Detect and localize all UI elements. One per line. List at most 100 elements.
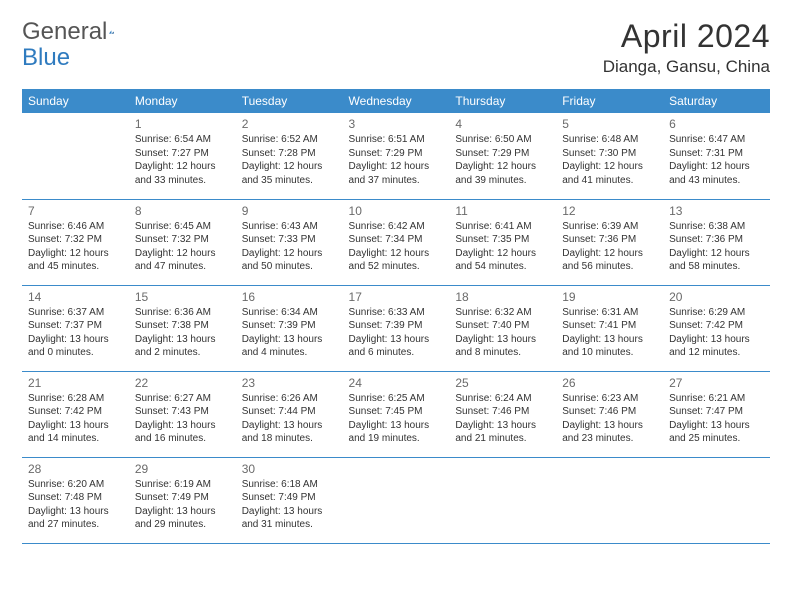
- day-number: 7: [28, 203, 123, 219]
- weekday-header: Sunday: [22, 89, 129, 113]
- daylight-text: Daylight: 13 hours and 21 minutes.: [455, 419, 550, 446]
- calendar-cell: 25Sunrise: 6:24 AMSunset: 7:46 PMDayligh…: [449, 371, 556, 457]
- day-number: 18: [455, 289, 550, 305]
- sunset-text: Sunset: 7:46 PM: [562, 405, 657, 419]
- daylight-text: Daylight: 12 hours and 50 minutes.: [242, 247, 337, 274]
- day-number: 26: [562, 375, 657, 391]
- sunset-text: Sunset: 7:40 PM: [455, 319, 550, 333]
- calendar-cell: 3Sunrise: 6:51 AMSunset: 7:29 PMDaylight…: [343, 113, 450, 199]
- sunrise-text: Sunrise: 6:32 AM: [455, 306, 550, 320]
- sunrise-text: Sunrise: 6:26 AM: [242, 392, 337, 406]
- daylight-text: Daylight: 12 hours and 37 minutes.: [349, 160, 444, 187]
- daylight-text: Daylight: 13 hours and 0 minutes.: [28, 333, 123, 360]
- calendar-week: 7Sunrise: 6:46 AMSunset: 7:32 PMDaylight…: [22, 199, 770, 285]
- sunrise-text: Sunrise: 6:24 AM: [455, 392, 550, 406]
- header: General April 2024 Dianga, Gansu, China: [22, 18, 770, 77]
- daylight-text: Daylight: 12 hours and 43 minutes.: [669, 160, 764, 187]
- daylight-text: Daylight: 13 hours and 14 minutes.: [28, 419, 123, 446]
- sunrise-text: Sunrise: 6:28 AM: [28, 392, 123, 406]
- sunrise-text: Sunrise: 6:20 AM: [28, 478, 123, 492]
- calendar-cell: [343, 457, 450, 543]
- sunrise-text: Sunrise: 6:38 AM: [669, 220, 764, 234]
- day-number: 30: [242, 461, 337, 477]
- sunset-text: Sunset: 7:36 PM: [562, 233, 657, 247]
- calendar-cell: 23Sunrise: 6:26 AMSunset: 7:44 PMDayligh…: [236, 371, 343, 457]
- weekday-header: Friday: [556, 89, 663, 113]
- daylight-text: Daylight: 13 hours and 4 minutes.: [242, 333, 337, 360]
- sunrise-text: Sunrise: 6:23 AM: [562, 392, 657, 406]
- day-number: 16: [242, 289, 337, 305]
- daylight-text: Daylight: 12 hours and 52 minutes.: [349, 247, 444, 274]
- sail-icon: [109, 23, 114, 41]
- day-number: 28: [28, 461, 123, 477]
- daylight-text: Daylight: 13 hours and 10 minutes.: [562, 333, 657, 360]
- day-number: 14: [28, 289, 123, 305]
- sunset-text: Sunset: 7:44 PM: [242, 405, 337, 419]
- logo-word2-wrap: Blue: [22, 44, 70, 72]
- calendar-week: 14Sunrise: 6:37 AMSunset: 7:37 PMDayligh…: [22, 285, 770, 371]
- sunrise-text: Sunrise: 6:34 AM: [242, 306, 337, 320]
- sunrise-text: Sunrise: 6:37 AM: [28, 306, 123, 320]
- day-number: 27: [669, 375, 764, 391]
- daylight-text: Daylight: 12 hours and 54 minutes.: [455, 247, 550, 274]
- calendar-cell: 16Sunrise: 6:34 AMSunset: 7:39 PMDayligh…: [236, 285, 343, 371]
- calendar-cell: 2Sunrise: 6:52 AMSunset: 7:28 PMDaylight…: [236, 113, 343, 199]
- daylight-text: Daylight: 13 hours and 12 minutes.: [669, 333, 764, 360]
- day-number: 20: [669, 289, 764, 305]
- daylight-text: Daylight: 13 hours and 23 minutes.: [562, 419, 657, 446]
- sunrise-text: Sunrise: 6:18 AM: [242, 478, 337, 492]
- daylight-text: Daylight: 12 hours and 58 minutes.: [669, 247, 764, 274]
- calendar-cell: 28Sunrise: 6:20 AMSunset: 7:48 PMDayligh…: [22, 457, 129, 543]
- daylight-text: Daylight: 13 hours and 25 minutes.: [669, 419, 764, 446]
- day-number: 22: [135, 375, 230, 391]
- daylight-text: Daylight: 13 hours and 2 minutes.: [135, 333, 230, 360]
- sunrise-text: Sunrise: 6:52 AM: [242, 133, 337, 147]
- daylight-text: Daylight: 12 hours and 41 minutes.: [562, 160, 657, 187]
- calendar-week: 1Sunrise: 6:54 AMSunset: 7:27 PMDaylight…: [22, 113, 770, 199]
- calendar-cell: [556, 457, 663, 543]
- calendar-cell: 15Sunrise: 6:36 AMSunset: 7:38 PMDayligh…: [129, 285, 236, 371]
- weekday-header: Thursday: [449, 89, 556, 113]
- sunrise-text: Sunrise: 6:25 AM: [349, 392, 444, 406]
- month-title: April 2024: [603, 18, 770, 55]
- calendar-cell: 26Sunrise: 6:23 AMSunset: 7:46 PMDayligh…: [556, 371, 663, 457]
- day-number: 10: [349, 203, 444, 219]
- sunset-text: Sunset: 7:47 PM: [669, 405, 764, 419]
- calendar-cell: [663, 457, 770, 543]
- day-number: 9: [242, 203, 337, 219]
- day-number: 25: [455, 375, 550, 391]
- daylight-text: Daylight: 13 hours and 16 minutes.: [135, 419, 230, 446]
- calendar-cell: 22Sunrise: 6:27 AMSunset: 7:43 PMDayligh…: [129, 371, 236, 457]
- calendar-cell: 21Sunrise: 6:28 AMSunset: 7:42 PMDayligh…: [22, 371, 129, 457]
- daylight-text: Daylight: 13 hours and 8 minutes.: [455, 333, 550, 360]
- daylight-text: Daylight: 12 hours and 39 minutes.: [455, 160, 550, 187]
- sunrise-text: Sunrise: 6:50 AM: [455, 133, 550, 147]
- sunset-text: Sunset: 7:29 PM: [455, 147, 550, 161]
- sunrise-text: Sunrise: 6:51 AM: [349, 133, 444, 147]
- day-number: 1: [135, 116, 230, 132]
- logo: General: [22, 18, 137, 46]
- sunset-text: Sunset: 7:31 PM: [669, 147, 764, 161]
- sunset-text: Sunset: 7:27 PM: [135, 147, 230, 161]
- sunset-text: Sunset: 7:39 PM: [349, 319, 444, 333]
- day-number: 29: [135, 461, 230, 477]
- sunset-text: Sunset: 7:38 PM: [135, 319, 230, 333]
- calendar-cell: 18Sunrise: 6:32 AMSunset: 7:40 PMDayligh…: [449, 285, 556, 371]
- day-number: 4: [455, 116, 550, 132]
- day-number: 23: [242, 375, 337, 391]
- sunset-text: Sunset: 7:36 PM: [669, 233, 764, 247]
- sunset-text: Sunset: 7:37 PM: [28, 319, 123, 333]
- sunset-text: Sunset: 7:45 PM: [349, 405, 444, 419]
- sunset-text: Sunset: 7:43 PM: [135, 405, 230, 419]
- sunset-text: Sunset: 7:39 PM: [242, 319, 337, 333]
- daylight-text: Daylight: 13 hours and 19 minutes.: [349, 419, 444, 446]
- sunrise-text: Sunrise: 6:29 AM: [669, 306, 764, 320]
- calendar-cell: 14Sunrise: 6:37 AMSunset: 7:37 PMDayligh…: [22, 285, 129, 371]
- daylight-text: Daylight: 12 hours and 35 minutes.: [242, 160, 337, 187]
- sunset-text: Sunset: 7:35 PM: [455, 233, 550, 247]
- calendar-cell: 19Sunrise: 6:31 AMSunset: 7:41 PMDayligh…: [556, 285, 663, 371]
- sunset-text: Sunset: 7:34 PM: [349, 233, 444, 247]
- calendar-cell: 13Sunrise: 6:38 AMSunset: 7:36 PMDayligh…: [663, 199, 770, 285]
- sunrise-text: Sunrise: 6:39 AM: [562, 220, 657, 234]
- daylight-text: Daylight: 13 hours and 18 minutes.: [242, 419, 337, 446]
